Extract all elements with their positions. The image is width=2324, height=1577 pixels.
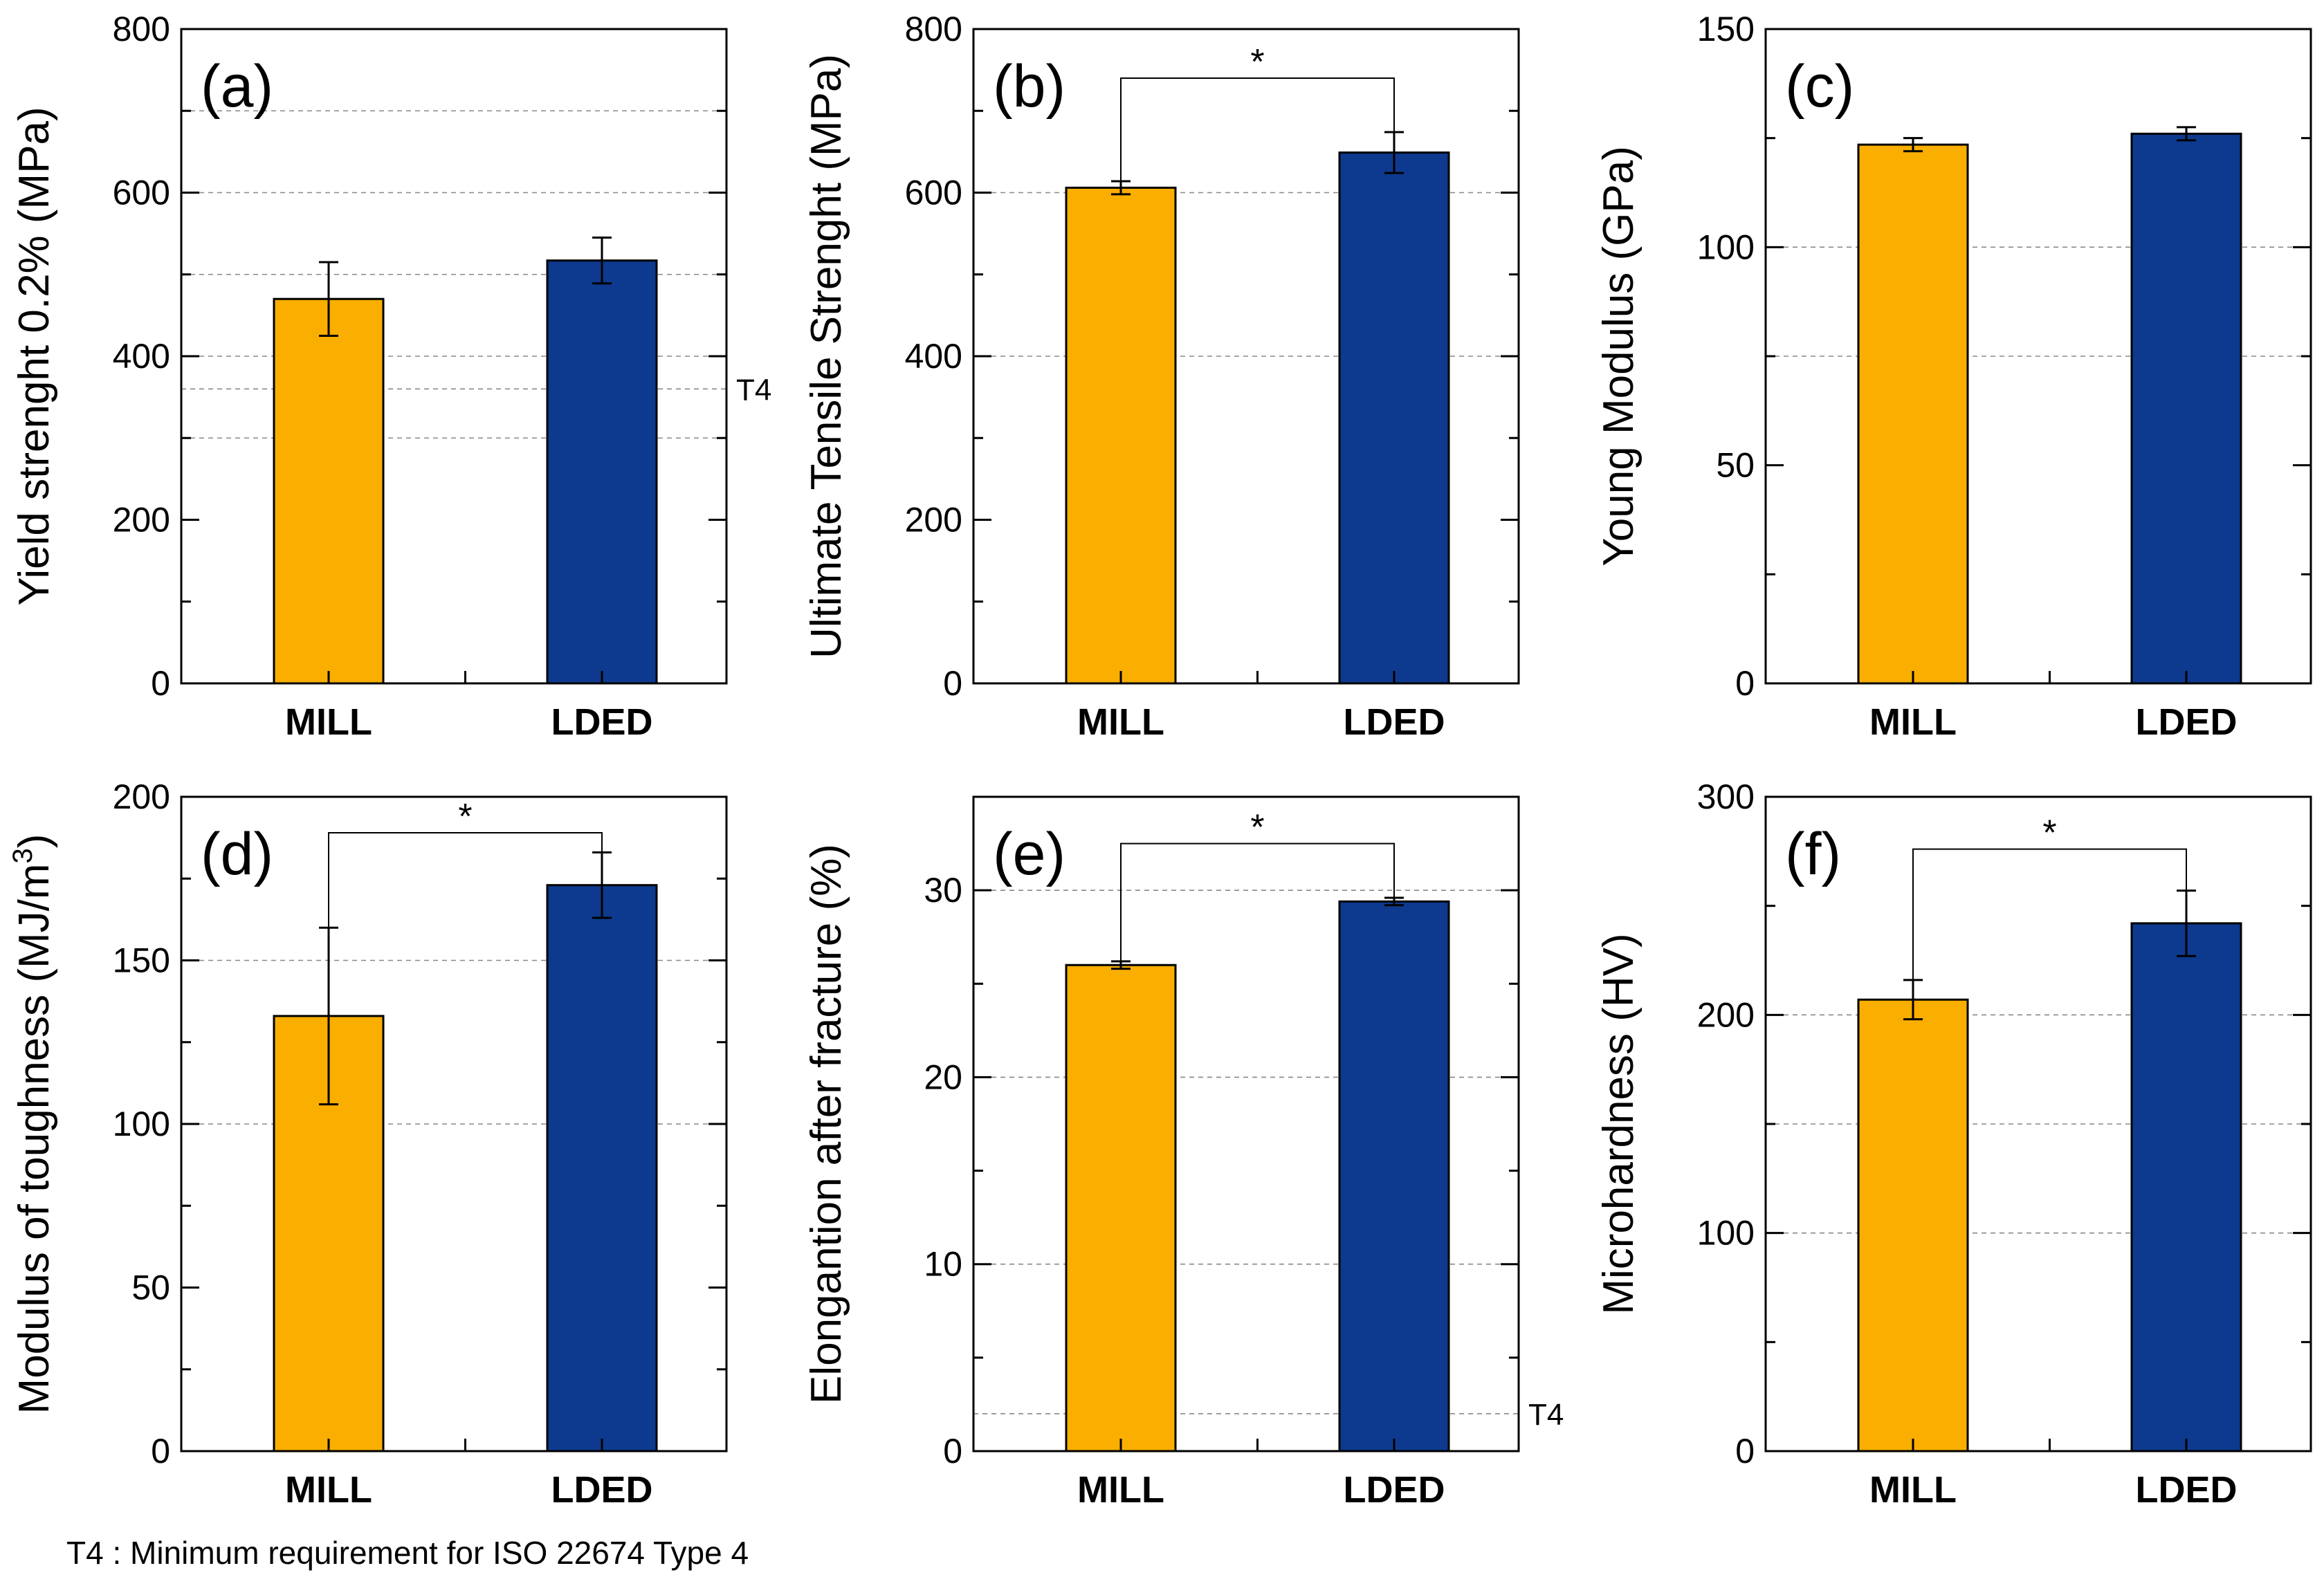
significance-star: * bbox=[1250, 42, 1264, 82]
chart-panel-1: T4 MILL LDED 0 200 400 600 800 (a) Yield strenght… bbox=[10, 10, 771, 743]
bar-mill bbox=[1065, 186, 1177, 685]
y-tick-label: 800 bbox=[113, 10, 170, 48]
y-tick-label: 100 bbox=[1697, 1214, 1755, 1253]
y-tick-label: 0 bbox=[1735, 664, 1755, 703]
bar-lded bbox=[2130, 922, 2242, 1452]
significance-star: * bbox=[458, 797, 472, 837]
y-tick-label: 150 bbox=[1697, 10, 1755, 48]
chart-panel-2: MILL LDED * 0 200 400 600 800 (b) Ultimate Tensil… bbox=[803, 10, 1520, 743]
bar-mill bbox=[273, 297, 385, 685]
y-tick-label: 0 bbox=[943, 664, 962, 703]
y-axis-label: Young Modulus (GPa) bbox=[1595, 146, 1643, 566]
y-tick-label: 10 bbox=[924, 1245, 962, 1284]
category-label: MILL bbox=[285, 701, 372, 743]
bar-mill bbox=[1857, 143, 1969, 685]
y-tick-label: 200 bbox=[113, 777, 170, 816]
panel-label: (a) bbox=[201, 53, 273, 120]
bar-lded bbox=[1338, 900, 1450, 1452]
y-tick-label: 600 bbox=[905, 174, 962, 212]
y-axis-label-end: ) bbox=[10, 834, 58, 849]
y-tick-label: 20 bbox=[924, 1058, 962, 1096]
significance-bracket bbox=[1912, 848, 2187, 980]
category-label: LDED bbox=[551, 701, 653, 743]
bar-mill bbox=[1857, 998, 1969, 1452]
y-tick-label: 30 bbox=[924, 871, 962, 910]
y-tick-label: 400 bbox=[113, 337, 170, 376]
significance-bracket bbox=[1120, 77, 1395, 181]
axis-frame bbox=[972, 795, 1520, 1452]
bar-mill bbox=[1065, 963, 1177, 1452]
y-tick-label: 150 bbox=[113, 941, 170, 980]
y-tick-label: 0 bbox=[151, 664, 170, 703]
y-axis-label-text: Modulus of toughness (MJ/m bbox=[10, 863, 58, 1414]
y-tick-label: 50 bbox=[131, 1269, 170, 1307]
y-axis-label: Microhardness (HV) bbox=[1595, 933, 1643, 1314]
category-label: MILL bbox=[1077, 701, 1164, 743]
y-tick-label: 800 bbox=[905, 10, 962, 48]
bar-lded bbox=[546, 884, 658, 1452]
panel-label: (b) bbox=[993, 53, 1065, 120]
panel-label: (d) bbox=[201, 821, 273, 887]
category-label: LDED bbox=[2136, 1469, 2238, 1511]
panel-label: (c) bbox=[1785, 53, 1854, 120]
y-tick-label: 200 bbox=[113, 501, 170, 540]
y-tick-label: 200 bbox=[905, 501, 962, 540]
significance-bracket bbox=[328, 832, 603, 928]
chart-panel-3: MILL LDED 0 50 100 150 (c) Young Modulus (GPa) bbox=[1595, 10, 2312, 743]
y-tick-label: 0 bbox=[943, 1432, 962, 1470]
panel-label: (f) bbox=[1785, 821, 1841, 887]
bar-lded bbox=[1338, 151, 1450, 685]
y-tick-label: 200 bbox=[1697, 995, 1755, 1034]
chart-panel-6: MILL LDED * 0 100 200 300 (f) Microhardness (HV) bbox=[1595, 777, 2312, 1511]
category-label: LDED bbox=[1344, 701, 1445, 743]
reference-label: T4 bbox=[736, 373, 771, 407]
bar-lded bbox=[2130, 132, 2242, 685]
y-tick-label: 0 bbox=[1735, 1432, 1755, 1470]
significance-star: * bbox=[2042, 813, 2056, 854]
chart-panel-4: MILL LDED * 0 50 100 150 200 (d) Modulus of tough… bbox=[8, 777, 728, 1511]
y-axis-label: Yield strenght 0.2% (MPa) bbox=[10, 107, 58, 605]
significance-bracket bbox=[1120, 842, 1395, 961]
y-tick-label: 400 bbox=[905, 337, 962, 376]
y-tick-label: 100 bbox=[113, 1105, 170, 1143]
category-label: MILL bbox=[1869, 701, 1957, 743]
y-tick-label: 300 bbox=[1697, 777, 1755, 816]
y-axis-label: Modulus of toughness (MJ/m3) bbox=[8, 834, 58, 1414]
category-label: LDED bbox=[2136, 701, 2238, 743]
y-tick-label: 0 bbox=[151, 1432, 170, 1470]
significance-star: * bbox=[1250, 808, 1264, 848]
y-tick-label: 50 bbox=[1716, 446, 1755, 485]
reference-label: T4 bbox=[1528, 1398, 1564, 1432]
footnote: T4 : Minimum requirement for ISO 22674 T… bbox=[66, 1535, 749, 1571]
category-label: LDED bbox=[551, 1469, 653, 1511]
y-tick-label: 600 bbox=[113, 174, 170, 212]
category-label: LDED bbox=[1344, 1469, 1445, 1511]
y-axis-label: Elongantion after fracture (%) bbox=[803, 844, 850, 1404]
category-label: MILL bbox=[1869, 1469, 1957, 1511]
category-label: MILL bbox=[1077, 1469, 1164, 1511]
category-label: MILL bbox=[285, 1469, 372, 1511]
bar-lded bbox=[546, 259, 658, 685]
chart-panel-5: T4 MILL LDED * 0 10 20 30 (e) Elongantion after f… bbox=[803, 795, 1564, 1511]
panel-label: (e) bbox=[993, 821, 1065, 887]
y-tick-label: 100 bbox=[1697, 228, 1755, 266]
y-axis-label: Ultimate Tensile Strenght (MPa) bbox=[803, 54, 850, 658]
y-axis-label-superscript: 3 bbox=[8, 848, 38, 863]
